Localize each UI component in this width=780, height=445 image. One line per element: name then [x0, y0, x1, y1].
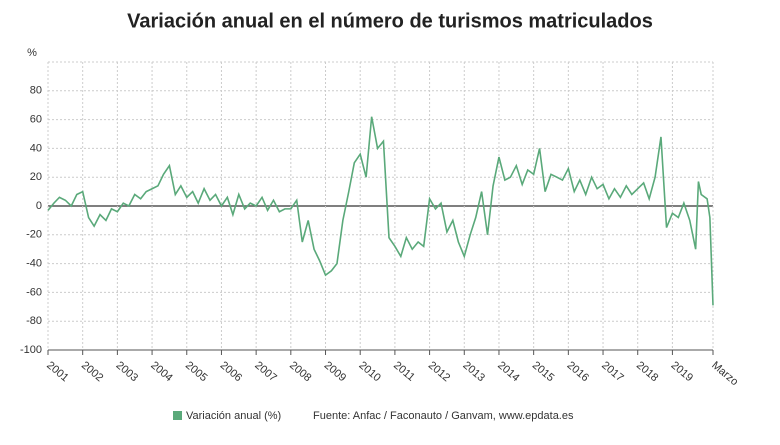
- legend-label: Variación anual (%): [186, 410, 281, 422]
- x-tick-label: 2008: [287, 359, 313, 384]
- y-tick-label: 20: [30, 171, 42, 183]
- x-tick-label: 2019: [669, 359, 695, 384]
- y-tick-label: 60: [30, 114, 42, 126]
- y-tick-label: -80: [26, 315, 42, 327]
- x-tick-label: 2017: [599, 359, 625, 384]
- x-tick-label: 2014: [495, 359, 521, 384]
- y-tick-label: 80: [30, 85, 42, 97]
- y-tick-label: 0: [36, 200, 42, 212]
- x-tick-label: 2015: [530, 359, 556, 384]
- x-tick-label: 2007: [252, 359, 278, 384]
- legend-swatch: [173, 411, 182, 420]
- x-tick-label: 2002: [79, 359, 105, 384]
- x-tick-label: 2003: [114, 359, 140, 384]
- x-tick-label: 2006: [218, 359, 244, 384]
- y-tick-label: -40: [26, 258, 42, 270]
- x-tick-label: 2010: [356, 359, 382, 384]
- x-tick-label: 2013: [460, 359, 486, 384]
- x-tick-label: 2004: [148, 359, 174, 384]
- y-tick-label: -100: [20, 344, 42, 356]
- x-tick-label: Marzo: [709, 359, 740, 388]
- x-tick-label: 2005: [183, 359, 209, 384]
- x-tick-label: 2012: [426, 359, 452, 384]
- y-axis-label: %: [27, 47, 37, 59]
- source-note: Fuente: Anfac / Faconauto / Ganvam, www.…: [313, 410, 574, 422]
- x-tick-label: 2016: [565, 359, 591, 384]
- x-tick-label: 2009: [322, 359, 348, 384]
- chart-title: Variación anual en el número de turismos…: [127, 10, 653, 32]
- x-tick-label: 2001: [44, 359, 70, 384]
- y-tick-label: -60: [26, 286, 42, 298]
- data-line: [47, 116, 714, 306]
- y-tick-label: 40: [30, 142, 42, 154]
- x-tick-label: 2018: [634, 359, 660, 384]
- x-tick-label: 2011: [391, 359, 417, 383]
- y-tick-label: -20: [26, 229, 42, 241]
